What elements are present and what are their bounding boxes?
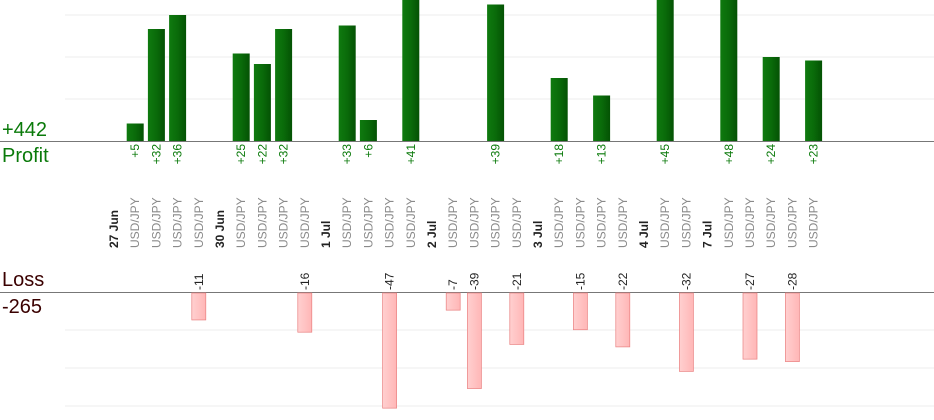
loss-value-label: -11 (192, 273, 206, 290)
loss-bar (382, 292, 397, 409)
loss-bar (509, 292, 525, 345)
profit-value-label: +32 (149, 144, 163, 165)
pair-label: USD/JPY (510, 197, 524, 248)
profit-value-label: +6 (361, 144, 375, 158)
profit-bar (805, 60, 823, 141)
loss-bar (191, 292, 207, 321)
profit-value-label: +45 (658, 144, 672, 165)
profit-bar (762, 57, 780, 141)
date-label: 30 Jun (213, 210, 227, 248)
profit-value-label: +23 (807, 144, 821, 165)
loss-value-label: -32 (679, 272, 693, 290)
pair-label: USD/JPY (149, 197, 163, 248)
loss-value-label: -22 (616, 272, 630, 290)
profit-value-label: +36 (171, 144, 185, 165)
loss-bar (679, 292, 694, 372)
pair-label: USD/JPY (128, 197, 142, 248)
loss-value-label: -15 (573, 272, 587, 290)
profit-bar (720, 0, 738, 141)
profit-bar (550, 78, 568, 141)
loss-value-label: -27 (743, 272, 757, 290)
profit-label: Profit (2, 145, 49, 167)
loss-value-label: -39 (467, 272, 481, 290)
profit-bar (147, 29, 165, 141)
loss-value-label: -47 (383, 272, 397, 290)
profit-bar (253, 64, 271, 141)
profit-value-label: +32 (277, 144, 291, 165)
pair-label: USD/JPY (255, 197, 269, 248)
profit-total: +442 (2, 119, 48, 141)
loss-value-label: -21 (510, 272, 524, 290)
date-label: 3 Jul (531, 221, 545, 248)
pair-label: USD/JPY (616, 197, 630, 248)
pair-label: USD/JPY (192, 197, 206, 248)
pair-label: USD/JPY (722, 197, 736, 248)
pair-label: USD/JPY (807, 197, 821, 248)
pair-label: USD/JPY (383, 197, 397, 248)
profit-bar (487, 4, 505, 141)
profit-bar (593, 95, 611, 141)
pair-label: USD/JPY (489, 197, 503, 248)
profit-value-label: +5 (128, 144, 142, 158)
date-label: 27 Jun (107, 210, 121, 248)
pair-label: USD/JPY (234, 197, 248, 248)
profit-value-label: +13 (595, 144, 609, 165)
profit-value-label: +22 (255, 144, 269, 165)
loss-label: Loss (2, 269, 45, 291)
pair-label: USD/JPY (171, 197, 185, 248)
pair-label: USD/JPY (743, 197, 757, 248)
loss-value-label: -7 (446, 279, 460, 290)
pair-label: USD/JPY (785, 197, 799, 248)
pair-label: USD/JPY (595, 197, 609, 248)
profit-value-label: +41 (404, 144, 418, 165)
pair-label: USD/JPY (404, 197, 418, 248)
profit-bar (169, 15, 187, 141)
pair-label: USD/JPY (552, 197, 566, 248)
date-label: 7 Jul (701, 221, 715, 248)
loss-value-label: -16 (298, 272, 312, 290)
profit-value-label: +25 (234, 144, 248, 165)
profit-value-label: +33 (340, 144, 354, 165)
pair-label: USD/JPY (277, 197, 291, 248)
pair-label: USD/JPY (679, 197, 693, 248)
profit-value-label: +18 (552, 144, 566, 165)
loss-value-label: -28 (785, 272, 799, 290)
loss-bar (785, 292, 800, 362)
date-label: 1 Jul (319, 221, 333, 248)
profit-bar (232, 53, 250, 141)
loss-bar (445, 292, 461, 311)
profit-bar (656, 0, 674, 141)
pair-label: USD/JPY (340, 197, 354, 248)
pair-label: USD/JPY (573, 197, 587, 248)
pair-label: USD/JPY (361, 197, 375, 248)
profit-bar (402, 0, 420, 141)
loss-bar (615, 292, 631, 348)
pair-label: USD/JPY (446, 197, 460, 248)
profit-bar (275, 29, 293, 141)
profit-value-label: +48 (722, 144, 736, 165)
profit-bar (359, 120, 377, 141)
date-label: 2 Jul (425, 221, 439, 248)
pair-label: USD/JPY (467, 197, 481, 248)
loss-bar (297, 292, 313, 333)
pair-label: USD/JPY (764, 197, 778, 248)
profit-value-label: +24 (764, 144, 778, 165)
pair-label: USD/JPY (298, 197, 312, 248)
date-label: 4 Jul (637, 221, 651, 248)
profit-bar (126, 123, 144, 141)
pair-label: USD/JPY (658, 197, 672, 248)
profit-value-label: +39 (489, 144, 503, 165)
loss-total: -265 (2, 296, 43, 318)
loss-bar (467, 292, 482, 389)
loss-bar (573, 292, 588, 331)
loss-bar (742, 292, 758, 360)
profit-bar (338, 25, 356, 141)
